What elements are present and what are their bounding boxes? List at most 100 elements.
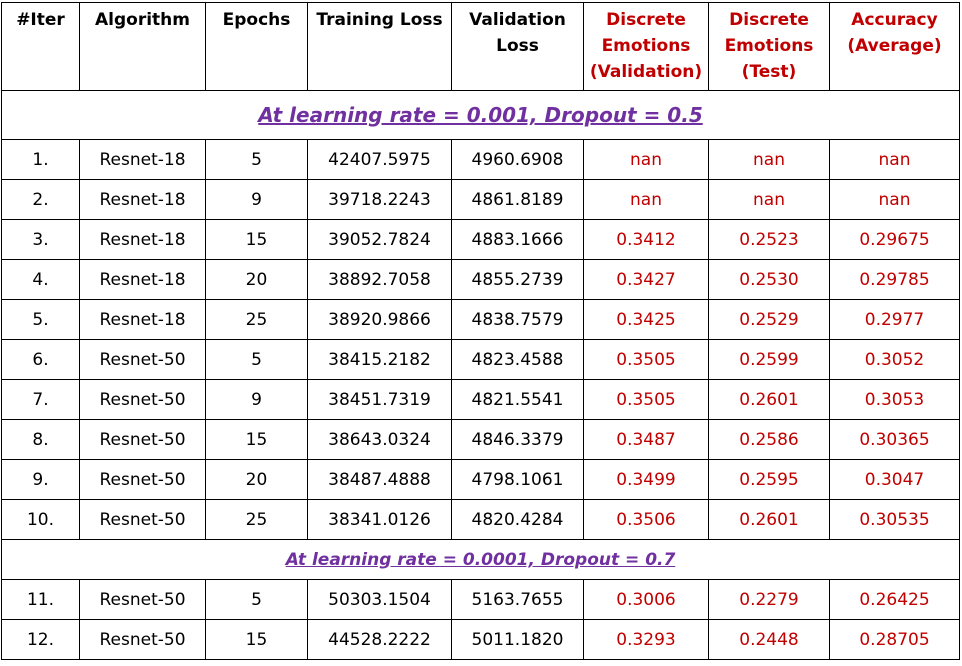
accuracy-average-cell: 0.26425	[829, 579, 960, 620]
discrete-emotions-test-cell: 0.2530	[708, 259, 830, 300]
discrete-emotions-test-cell: nan	[708, 179, 830, 220]
accuracy-average-cell: 0.2977	[829, 299, 960, 340]
epochs-cell: 20	[205, 259, 308, 300]
algorithm-cell: Resnet-18	[79, 299, 206, 340]
training-loss-cell: 38415.2182	[307, 339, 452, 380]
accuracy-average-cell: 0.3047	[829, 459, 960, 500]
iter-cell: 8.	[1, 419, 80, 460]
validation-loss-cell: 4846.3379	[451, 419, 584, 460]
accuracy-average-cell: 0.29675	[829, 219, 960, 260]
iter-cell: 4.	[1, 259, 80, 300]
discrete-emotions-validation-cell: 0.3506	[583, 499, 709, 540]
validation-loss-cell: 5011.1820	[451, 619, 584, 660]
training-loss-cell: 38643.0324	[307, 419, 452, 460]
algorithm-cell: Resnet-18	[79, 259, 206, 300]
epochs-cell: 20	[205, 459, 308, 500]
table-row: 7. Resnet-50 9 38451.7319 4821.5541 0.3505 0.2…	[1, 379, 960, 420]
epochs-cell: 25	[205, 499, 308, 540]
discrete-emotions-validation-cell: 0.3412	[583, 219, 709, 260]
discrete-emotions-test-cell: nan	[708, 139, 830, 180]
iter-cell: 12.	[1, 619, 80, 660]
discrete-emotions-validation-cell: 0.3487	[583, 419, 709, 460]
epochs-cell: 15	[205, 219, 308, 260]
discrete-emotions-test-cell: 0.2601	[708, 499, 830, 540]
algorithm-cell: Resnet-50	[79, 419, 206, 460]
epochs-cell: 9	[205, 179, 308, 220]
algorithm-cell: Resnet-50	[79, 339, 206, 380]
algorithm-cell: Resnet-18	[79, 219, 206, 260]
training-loss-cell: 38892.7058	[307, 259, 452, 300]
header-training-loss: Training Loss	[307, 2, 452, 91]
discrete-emotions-validation-cell: 0.3505	[583, 339, 709, 380]
section-row: At learning rate = 0.001, Dropout = 0.5	[1, 90, 960, 140]
header-row: #Iter Algorithm Epochs Training Loss Val…	[1, 2, 960, 91]
training-loss-cell: 44528.2222	[307, 619, 452, 660]
header-epochs: Epochs	[205, 2, 308, 91]
accuracy-average-cell: 0.28705	[829, 619, 960, 660]
table-row: 4. Resnet-18 20 38892.7058 4855.2739 0.3427 0.…	[1, 259, 960, 300]
training-loss-cell: 38451.7319	[307, 379, 452, 420]
iter-cell: 6.	[1, 339, 80, 380]
training-loss-cell: 39718.2243	[307, 179, 452, 220]
section-header: At learning rate = 0.001, Dropout = 0.5	[1, 90, 960, 140]
table-body: At learning rate = 0.001, Dropout = 0.5 1…	[1, 90, 960, 660]
epochs-cell: 25	[205, 299, 308, 340]
accuracy-average-cell: 0.29785	[829, 259, 960, 300]
accuracy-average-cell: 0.30535	[829, 499, 960, 540]
header-accuracy-average: Accuracy (Average)	[829, 2, 960, 91]
accuracy-average-cell: 0.3052	[829, 339, 960, 380]
training-loss-cell: 42407.5975	[307, 139, 452, 180]
iter-cell: 11.	[1, 579, 80, 620]
discrete-emotions-validation-cell: 0.3499	[583, 459, 709, 500]
accuracy-average-cell: nan	[829, 139, 960, 180]
table-row: 10. Resnet-50 25 38341.0126 4820.4284 0.3506 0…	[1, 499, 960, 540]
discrete-emotions-validation-cell: 0.3293	[583, 619, 709, 660]
validation-loss-cell: 4960.6908	[451, 139, 584, 180]
iter-cell: 9.	[1, 459, 80, 500]
validation-loss-cell: 4855.2739	[451, 259, 584, 300]
section-row: At learning rate = 0.0001, Dropout = 0.7	[1, 539, 960, 580]
iter-cell: 10.	[1, 499, 80, 540]
table-row: 5. Resnet-18 25 38920.9866 4838.7579 0.3425 0.…	[1, 299, 960, 340]
header-discrete-emotions-test: Discrete Emotions (Test)	[708, 2, 830, 91]
algorithm-cell: Resnet-18	[79, 139, 206, 180]
training-loss-cell: 38487.4888	[307, 459, 452, 500]
table-row: 9. Resnet-50 20 38487.4888 4798.1061 0.3499 0.…	[1, 459, 960, 500]
discrete-emotions-test-cell: 0.2529	[708, 299, 830, 340]
table-row: 1. Resnet-18 5 42407.5975 4960.6908 nan nan nan	[1, 139, 960, 180]
table-row: 6. Resnet-50 5 38415.2182 4823.4588 0.3505 0.2…	[1, 339, 960, 380]
iter-cell: 1.	[1, 139, 80, 180]
algorithm-cell: Resnet-50	[79, 459, 206, 500]
discrete-emotions-validation-cell: 0.3006	[583, 579, 709, 620]
epochs-cell: 15	[205, 619, 308, 660]
iter-cell: 2.	[1, 179, 80, 220]
algorithm-cell: Resnet-50	[79, 579, 206, 620]
validation-loss-cell: 5163.7655	[451, 579, 584, 620]
table-row: 2. Resnet-18 9 39718.2243 4861.8189 nan nan nan	[1, 179, 960, 220]
discrete-emotions-test-cell: 0.2595	[708, 459, 830, 500]
accuracy-average-cell: 0.3053	[829, 379, 960, 420]
discrete-emotions-validation-cell: nan	[583, 139, 709, 180]
algorithm-cell: Resnet-50	[79, 499, 206, 540]
validation-loss-cell: 4821.5541	[451, 379, 584, 420]
header-algorithm: Algorithm	[79, 2, 206, 91]
section-header: At learning rate = 0.0001, Dropout = 0.7	[1, 539, 960, 580]
algorithm-cell: Resnet-18	[79, 179, 206, 220]
discrete-emotions-test-cell: 0.2586	[708, 419, 830, 460]
validation-loss-cell: 4838.7579	[451, 299, 584, 340]
training-loss-cell: 50303.1504	[307, 579, 452, 620]
section-title: At learning rate = 0.001, Dropout = 0.5	[258, 103, 703, 127]
discrete-emotions-test-cell: 0.2599	[708, 339, 830, 380]
training-loss-cell: 39052.7824	[307, 219, 452, 260]
epochs-cell: 5	[205, 579, 308, 620]
header-discrete-emotions-validation: Discrete Emotions (Validation)	[583, 2, 709, 91]
epochs-cell: 15	[205, 419, 308, 460]
discrete-emotions-validation-cell: 0.3425	[583, 299, 709, 340]
validation-loss-cell: 4883.1666	[451, 219, 584, 260]
discrete-emotions-validation-cell: 0.3427	[583, 259, 709, 300]
header-validation-loss: Validation Loss	[451, 2, 584, 91]
training-loss-cell: 38920.9866	[307, 299, 452, 340]
section-title: At learning rate = 0.0001, Dropout = 0.7	[285, 549, 676, 570]
iter-cell: 5.	[1, 299, 80, 340]
